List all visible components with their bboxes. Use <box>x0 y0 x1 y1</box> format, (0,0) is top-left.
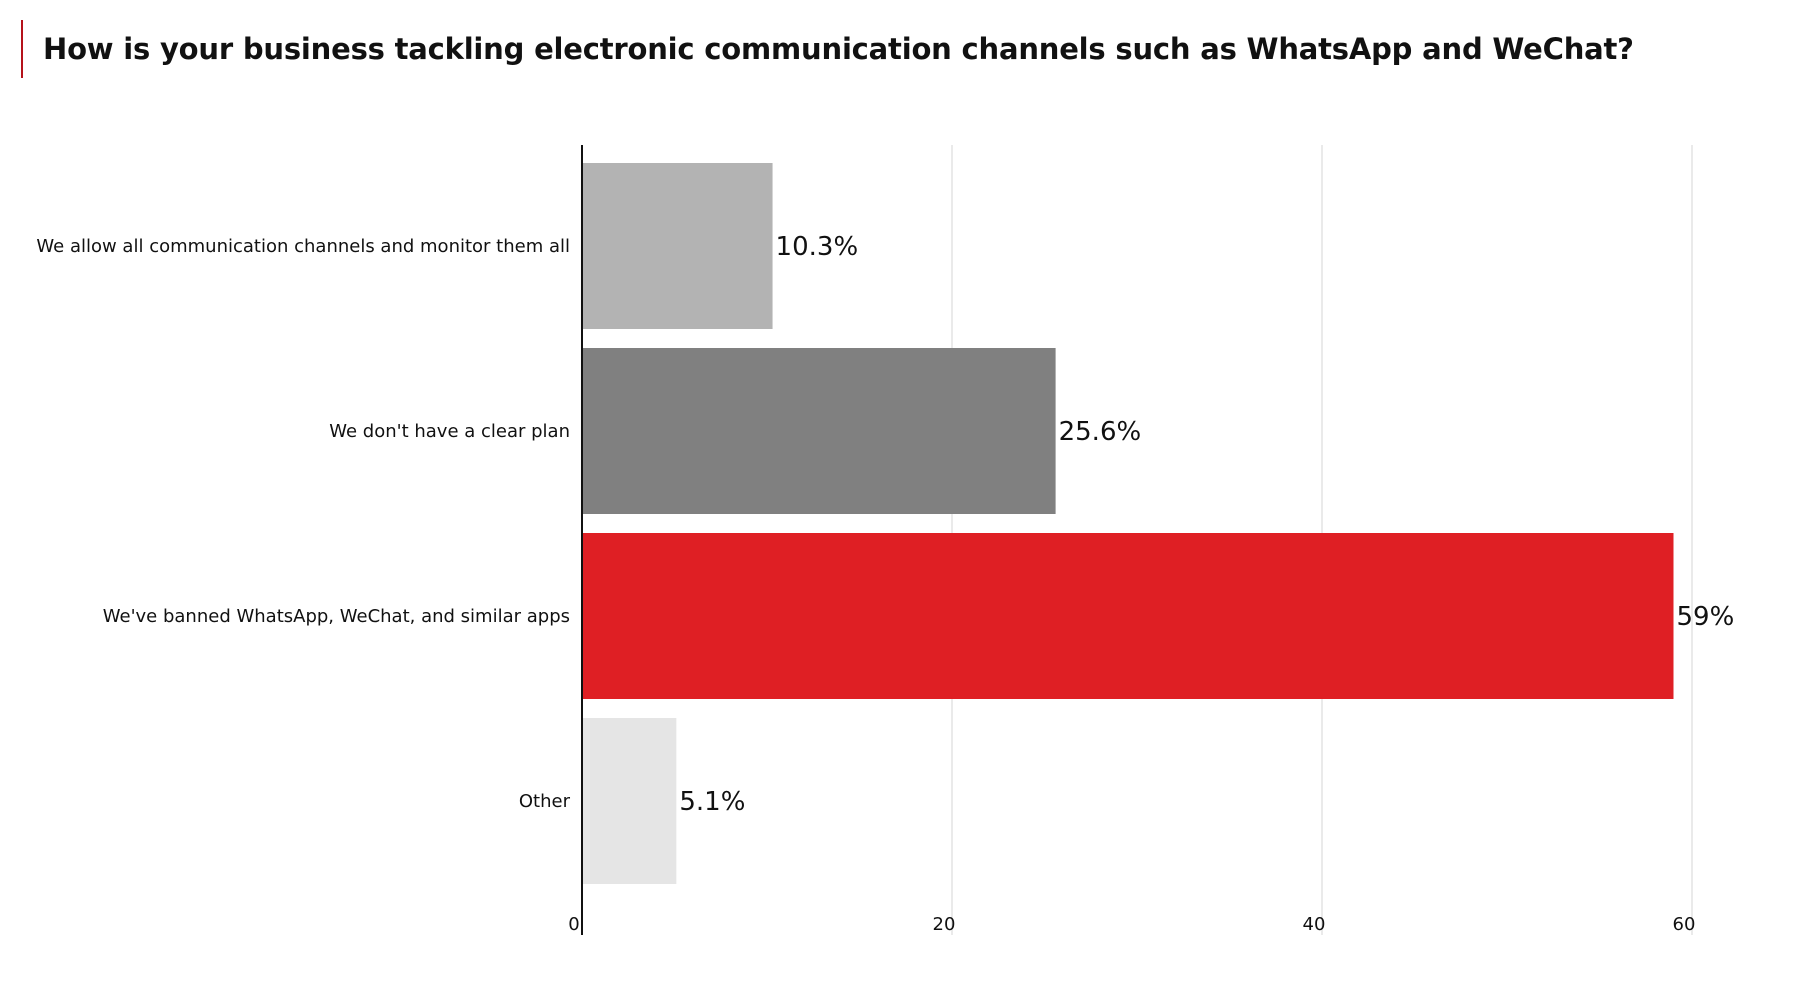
labels: 0 20 40 60 10.3% We allow all communication c… <box>36 232 1734 935</box>
value-label: 5.1% <box>679 787 745 817</box>
bar <box>582 348 1056 514</box>
x-tick-label: 20 <box>933 914 956 935</box>
title-block: How is your business tackling electronic… <box>21 20 1634 78</box>
bar <box>582 163 773 329</box>
value-label: 25.6% <box>1059 417 1142 447</box>
category-label: We allow all communication channels and … <box>36 236 570 257</box>
bar <box>582 533 1674 699</box>
category-label: Other <box>519 791 571 812</box>
x-tick-label: 60 <box>1673 914 1696 935</box>
chart-title: How is your business tackling electronic… <box>43 32 1634 66</box>
category-label: We've banned WhatsApp, WeChat, and simil… <box>103 606 570 627</box>
bars <box>582 163 1674 884</box>
category-label: We don't have a clear plan <box>329 421 570 442</box>
value-label: 10.3% <box>776 232 859 262</box>
x-tick-label: 0 <box>568 914 579 935</box>
x-tick-label: 40 <box>1303 914 1326 935</box>
bar <box>582 718 677 884</box>
value-label: 59% <box>1677 602 1735 632</box>
